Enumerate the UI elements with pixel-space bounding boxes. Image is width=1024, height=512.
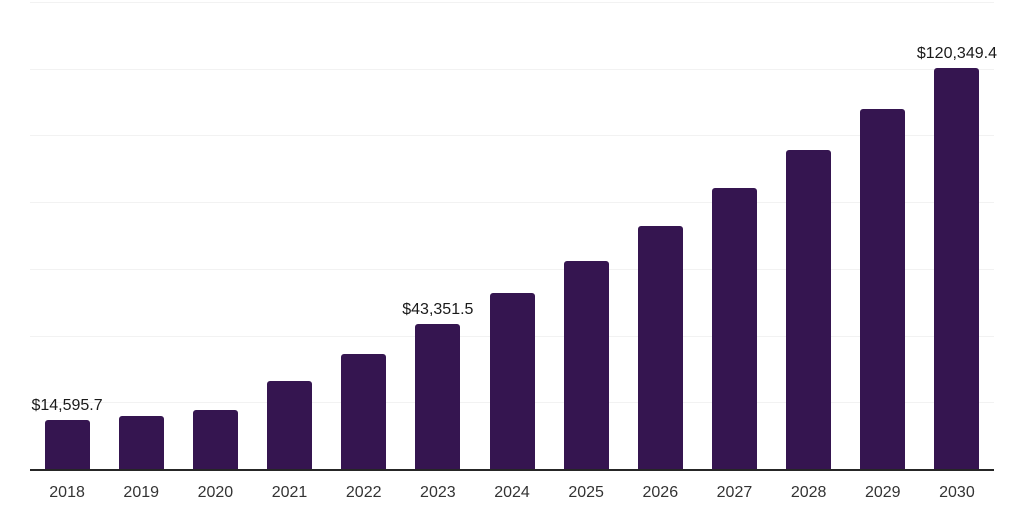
gridline-140000 <box>30 2 994 3</box>
x-axis-label-2020: 2020 <box>197 484 234 501</box>
bar-2027 <box>711 188 757 469</box>
x-axis-label-2030: 2030 <box>939 484 975 501</box>
gridline-80000 <box>30 202 994 204</box>
x-axis-label-2028: 2028 <box>790 484 827 501</box>
data-label-2023: $43,351.5 <box>402 301 474 319</box>
bar-2020 <box>192 409 238 469</box>
x-axis-label-2019: 2019 <box>123 484 160 501</box>
gridline-60000 <box>30 268 994 270</box>
bar-2026 <box>637 225 683 469</box>
gridline-100000 <box>30 135 994 137</box>
x-axis-label-2023: 2023 <box>420 484 456 501</box>
x-axis-label-2026: 2026 <box>642 484 679 501</box>
bar-2023 <box>415 324 461 469</box>
bar-2021 <box>267 380 313 469</box>
data-label-2030: $120,349.4 <box>916 44 997 62</box>
bar-2029 <box>860 109 906 469</box>
x-axis-label-2018: 2018 <box>49 484 85 501</box>
bar-2019 <box>118 415 164 469</box>
bar-2022 <box>341 353 387 469</box>
x-axis-label-2022: 2022 <box>345 484 382 501</box>
bar-2025 <box>563 260 609 469</box>
data-label-2018: $14,595.7 <box>31 397 103 415</box>
bar-2028 <box>786 150 832 469</box>
bar-2024 <box>489 292 535 469</box>
plot-area: $14,595.7 $43,351.5 $120,349.4 <box>30 2 997 471</box>
x-axis-label-2025: 2025 <box>568 484 604 501</box>
bar-2030 <box>934 67 980 469</box>
x-axis-label-2027: 2027 <box>716 484 753 501</box>
gridline-120000 <box>30 68 994 70</box>
bar-2018 <box>44 420 90 469</box>
x-axis-label-2029: 2029 <box>864 484 901 501</box>
x-axis-label-2021: 2021 <box>271 484 308 501</box>
x-axis-label-2024: 2024 <box>494 484 530 501</box>
